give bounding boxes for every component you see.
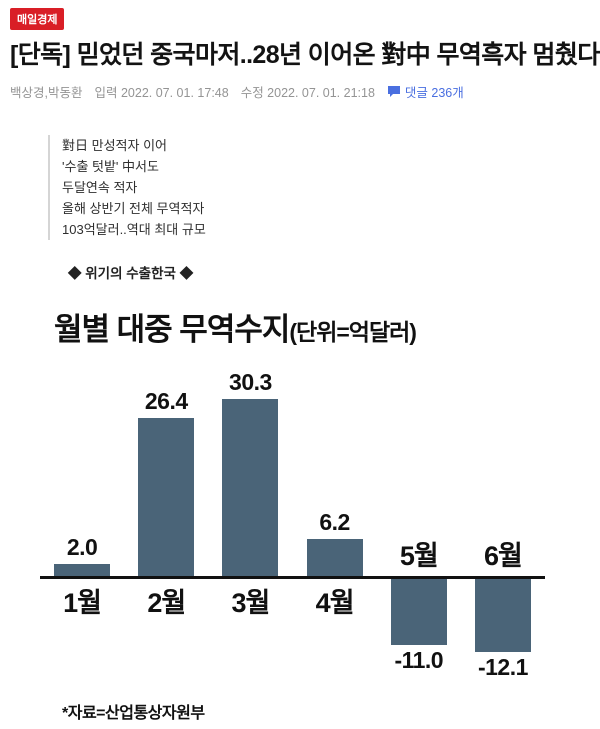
comments-count-label: 댓글 236개 — [404, 85, 464, 100]
summary-line: 103억달러..역대 최대 규모 — [62, 221, 206, 237]
value-label: 6.2 — [319, 508, 350, 535]
comment-bubble-icon — [387, 85, 400, 97]
bar-6월 — [474, 578, 531, 652]
value-label: 26.4 — [144, 387, 188, 414]
chart-source-note: *자료=산업통상자원부 — [62, 704, 205, 722]
value-label: -12.1 — [477, 653, 528, 680]
category-label: 3월 — [231, 587, 271, 618]
comments-link[interactable]: 댓글 236개 — [387, 82, 464, 101]
chart-title-row: 월별 대중 무역수지 (단위=억달러) — [54, 304, 570, 349]
chart-column: 30.3 3월 — [208, 367, 293, 697]
chart-column: 5월 -11.0 — [376, 367, 461, 697]
byline: 백상경,박동환 입력 2022. 07. 01. 17:48 수정 2022. … — [10, 82, 590, 101]
bar-4월 — [306, 538, 363, 576]
section-marker: ◆ 위기의 수출한국 ◆ — [68, 265, 194, 281]
value-label: -11.0 — [394, 646, 444, 673]
category-label: 5월 — [399, 540, 439, 571]
chart-column: 2.0 1월 — [40, 367, 125, 697]
bar-1월 — [54, 563, 111, 576]
summary-box: 對日 만성적자 이어 '수출 텃밭' 中서도 두달연속 적자 올해 상반기 전체… — [48, 134, 590, 240]
summary-line: 올해 상반기 전체 무역적자 — [62, 200, 205, 216]
summary-line: 두달연속 적자 — [62, 179, 138, 195]
chart-title: 월별 대중 무역수지 — [54, 311, 290, 347]
chart-column: 6.2 4월 — [292, 367, 377, 697]
bar-2월 — [138, 417, 195, 576]
category-label: 4월 — [315, 587, 355, 618]
category-label: 6월 — [484, 540, 523, 571]
category-label: 2월 — [147, 587, 186, 618]
article-headline: [단독] 믿었던 중국마저..28년 이어온 對中 무역흑자 멈췄다 — [10, 41, 600, 69]
chart-column: 26.4 2월 — [124, 367, 209, 697]
category-label: 1월 — [63, 587, 102, 618]
byline-updated-time: 수정 2022. 07. 01. 21:18 — [240, 85, 375, 100]
bar-5월 — [390, 578, 447, 645]
byline-authors: 백상경,박동환 — [10, 85, 83, 100]
byline-input-time: 입력 2022. 07. 01. 17:48 — [94, 85, 229, 100]
summary-line: '수출 텃밭' 中서도 — [62, 158, 159, 174]
chart-unit-label: (단위=억달러) — [289, 318, 417, 345]
publisher-logo[interactable]: 매일경제 — [10, 8, 65, 30]
chart-column: 6월 -12.1 — [460, 367, 546, 697]
trade-balance-chart: 월별 대중 무역수지 (단위=억달러) 2.0 1월 26.4 2월 30.3 3월 6.2… — [40, 304, 570, 723]
value-label: 2.0 — [66, 533, 98, 560]
bar-3월 — [222, 398, 279, 576]
value-label: 30.3 — [229, 368, 272, 395]
summary-line: 對日 만성적자 이어 — [62, 137, 167, 153]
bar-chart: 2.0 1월 26.4 2월 30.3 3월 6.2 4월 5월 -11.0 6월 -12.1 — [40, 367, 546, 697]
